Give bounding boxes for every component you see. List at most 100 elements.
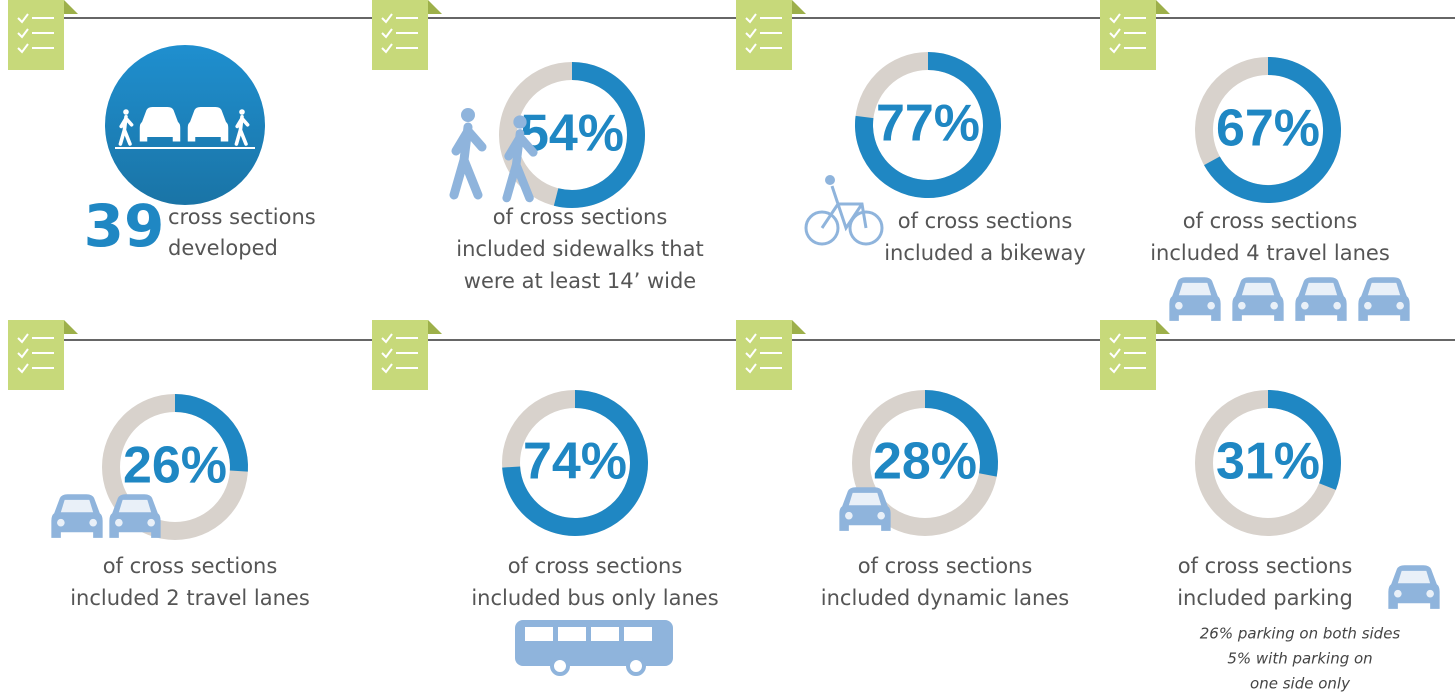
donut-arc <box>924 390 998 477</box>
percent-label: 28% <box>873 433 977 491</box>
car-light <box>1364 301 1372 310</box>
caption: included parking <box>1177 586 1353 610</box>
caption: included sidewalks that <box>456 237 703 261</box>
icon-bg <box>372 320 428 390</box>
ped-head <box>513 115 527 129</box>
car-icon <box>839 487 891 531</box>
car-light <box>147 518 155 527</box>
caption: included dynamic lanes <box>821 586 1069 610</box>
icon-check <box>745 333 757 344</box>
icon-check <box>1109 348 1121 359</box>
car-light <box>1207 301 1215 310</box>
caption: included 2 travel lanes <box>70 586 310 610</box>
car-light <box>217 126 224 133</box>
car-window <box>147 111 173 122</box>
bus-window <box>624 627 652 641</box>
note: one side only <box>1250 675 1351 693</box>
checklist-icon <box>372 320 442 390</box>
percent-label: 26% <box>123 437 227 495</box>
ped-head <box>239 109 245 115</box>
bus-wheel <box>550 656 570 676</box>
icon-fold <box>792 320 806 334</box>
icon-bg <box>1100 0 1156 70</box>
icon-bg <box>372 0 428 70</box>
car-light <box>1394 589 1402 598</box>
caption: of cross sections <box>103 554 278 578</box>
car-icon <box>139 107 181 142</box>
ped-head <box>123 109 129 115</box>
car-icon <box>1295 277 1347 321</box>
bus-wheel <box>626 656 646 676</box>
checklist-icon <box>1100 320 1170 390</box>
car-light <box>1238 301 1246 310</box>
checklist-icon <box>372 0 442 70</box>
car-icon <box>109 494 161 538</box>
pedestrian-icon <box>234 109 250 146</box>
donut-arc <box>855 52 1001 198</box>
icon-check <box>381 363 393 374</box>
car-window <box>60 499 94 513</box>
ped-body <box>234 114 250 146</box>
icon-bg <box>8 320 64 390</box>
icon-check <box>17 348 29 359</box>
note: 5% with parking on <box>1227 650 1372 668</box>
caption: of cross sections <box>898 209 1073 233</box>
car-light <box>1426 589 1434 598</box>
ped-body <box>118 114 134 146</box>
donut-arc <box>1204 57 1341 203</box>
caption: included bus only lanes <box>471 586 718 610</box>
car-icon <box>187 107 229 142</box>
car-window <box>1304 282 1338 296</box>
note: 26% parking on both sides <box>1200 625 1401 643</box>
icon-check <box>1109 363 1121 374</box>
car-icon <box>51 494 103 538</box>
icon-check <box>381 28 393 39</box>
donut-arc <box>1267 390 1341 490</box>
wheel <box>804 210 840 246</box>
icon-check <box>381 333 393 344</box>
car-window <box>1178 282 1212 296</box>
caption: of cross sections <box>508 554 683 578</box>
caption: of cross sections <box>493 205 668 229</box>
icon-fold <box>792 0 806 14</box>
icon-check <box>1109 333 1121 344</box>
car-light <box>144 126 151 133</box>
icon-check <box>745 348 757 359</box>
pedestrian-icon <box>449 108 487 200</box>
car-light <box>192 126 199 133</box>
checklist-icon <box>1100 0 1170 70</box>
caption: included 4 travel lanes <box>1150 241 1390 265</box>
bus-window <box>525 627 553 641</box>
icon-fold <box>1156 0 1170 14</box>
checklist-icon <box>8 320 78 390</box>
caption: cross sections <box>168 205 316 229</box>
ped-head <box>461 108 475 122</box>
car-light <box>89 518 97 527</box>
donut-arc <box>553 62 645 208</box>
icon-check <box>17 28 29 39</box>
bus-body <box>515 620 673 666</box>
car-window <box>118 499 152 513</box>
icon-check <box>745 13 757 24</box>
icon-check <box>745 43 757 54</box>
car-window <box>1241 282 1275 296</box>
wheel <box>848 210 884 246</box>
car-window <box>1367 282 1401 296</box>
icon-check <box>17 13 29 24</box>
caption: of cross sections <box>1183 209 1358 233</box>
icon-check <box>381 348 393 359</box>
percent-label: 77% <box>876 95 980 153</box>
icon-check <box>17 363 29 374</box>
car-icon <box>1388 565 1440 609</box>
percent-label: 74% <box>523 433 627 491</box>
ped-body <box>502 129 538 203</box>
car-icon <box>1358 277 1410 321</box>
icon-fold <box>1156 320 1170 334</box>
checklist-icon <box>736 0 806 70</box>
bicycle-icon <box>804 175 884 246</box>
donut-arc <box>502 390 648 536</box>
checklist-icon <box>8 0 78 70</box>
icon-check <box>381 43 393 54</box>
big-number: 39 <box>84 192 165 260</box>
